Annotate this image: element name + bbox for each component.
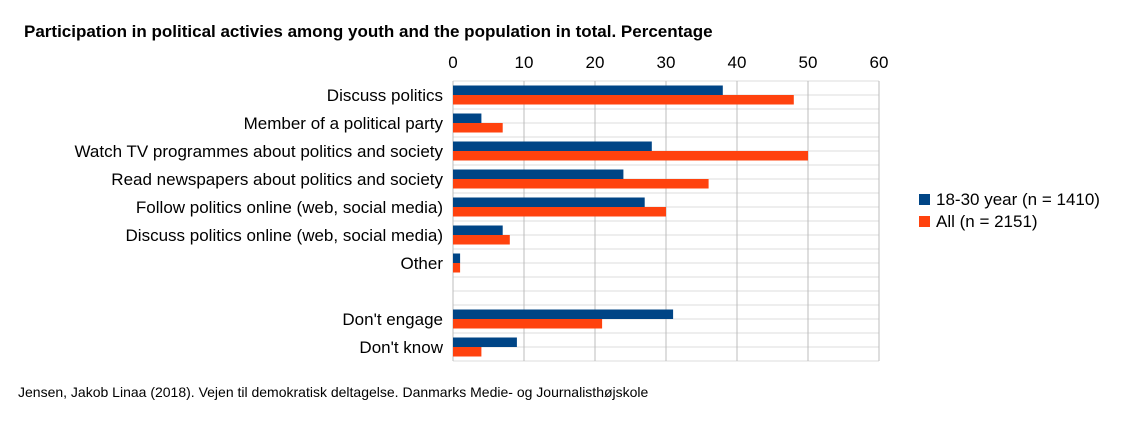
bars: [453, 85, 808, 357]
x-tick-label: 10: [515, 53, 534, 72]
bar-youth: [453, 169, 624, 179]
legend-swatch: [919, 194, 930, 205]
bar-all: [453, 347, 482, 357]
category-label: Don't engage: [342, 310, 443, 329]
x-tick-label: 20: [586, 53, 605, 72]
x-axis-ticks: 0 10 20 30 40 50 60: [448, 53, 888, 72]
bar-all: [453, 95, 794, 105]
chart-title: Participation in political activies amon…: [24, 22, 713, 41]
category-label: Watch TV programmes about politics and s…: [75, 142, 444, 161]
category-label: Other: [400, 254, 443, 273]
category-labels: Discuss politics Member of a political pa…: [75, 86, 444, 357]
bar-youth: [453, 225, 503, 235]
legend-swatch: [919, 216, 930, 227]
bar-all: [453, 123, 503, 133]
category-label: Discuss politics online (web, social med…: [126, 226, 443, 245]
source-note: Jensen, Jakob Linaa (2018). Vejen til de…: [18, 384, 649, 400]
bar-all: [453, 263, 461, 273]
bar-youth: [453, 85, 723, 95]
bar-youth: [453, 113, 482, 123]
x-tick-label: 50: [799, 53, 818, 72]
bar-youth: [453, 253, 461, 263]
bar-all: [453, 207, 666, 217]
x-tick-label: 0: [448, 53, 457, 72]
bar-all: [453, 319, 603, 329]
x-tick-label: 40: [728, 53, 747, 72]
bar-all: [453, 151, 808, 161]
bar-youth: [453, 309, 674, 319]
bar-youth: [453, 141, 652, 151]
category-label: Don't know: [359, 338, 443, 357]
legend: 18-30 year (n = 1410) All (n = 2151): [919, 190, 1100, 231]
legend-label: All (n = 2151): [936, 212, 1038, 231]
category-label: Discuss politics: [327, 86, 443, 105]
category-label: Follow politics online (web, social medi…: [136, 198, 443, 217]
bar-all: [453, 179, 709, 189]
x-tick-label: 30: [657, 53, 676, 72]
bar-all: [453, 235, 510, 245]
x-tick-label: 60: [870, 53, 889, 72]
category-label: Read newspapers about politics and socie…: [111, 170, 443, 189]
bar-youth: [453, 337, 517, 347]
legend-label: 18-30 year (n = 1410): [936, 190, 1100, 209]
bar-youth: [453, 197, 645, 207]
category-label: Member of a political party: [244, 114, 444, 133]
